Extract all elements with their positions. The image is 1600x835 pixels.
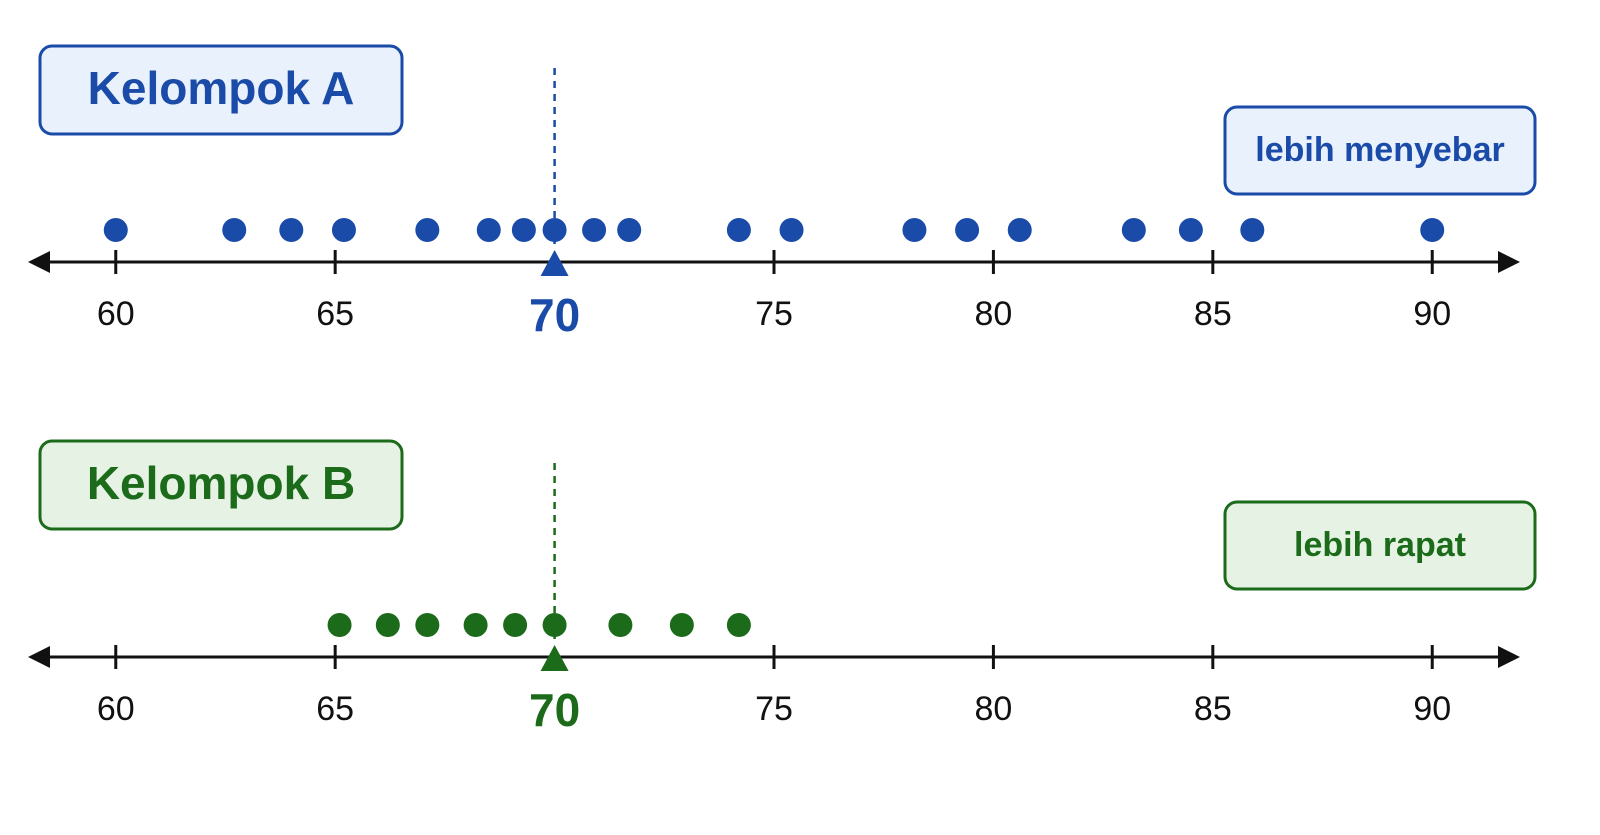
dot — [511, 218, 536, 242]
title: Kelompok B — [87, 457, 355, 509]
dot — [582, 218, 607, 242]
x-tick-label: 85 — [1194, 295, 1232, 333]
dot — [669, 613, 694, 637]
dot — [279, 218, 304, 242]
dot — [955, 218, 980, 242]
mean-label: 70 — [529, 289, 580, 341]
x-tick-label: 90 — [1413, 295, 1451, 333]
title-box — [38, 44, 404, 136]
axis-arrow — [28, 251, 50, 273]
x-tick-label: 60 — [97, 295, 135, 333]
dot — [463, 613, 488, 637]
annotation: lebih rapat — [1294, 526, 1466, 564]
x-tick-label: 90 — [1413, 690, 1451, 728]
title: Kelompok A — [88, 62, 355, 114]
x-tick-label: 60 — [97, 690, 135, 728]
dot — [503, 613, 528, 637]
x-tick-label: 75 — [755, 690, 793, 728]
dot — [1007, 218, 1032, 242]
dot — [726, 218, 751, 242]
mean-label: 70 — [529, 684, 580, 736]
dot — [476, 218, 501, 242]
x-tick-label: 65 — [316, 295, 354, 333]
dot — [415, 218, 440, 242]
mean-marker — [540, 250, 569, 276]
x-tick-label: 75 — [755, 295, 793, 333]
x-tick-label: 80 — [974, 690, 1012, 728]
dot — [542, 218, 567, 242]
annotation-box — [1223, 500, 1537, 591]
dot — [902, 218, 927, 242]
axis-arrow — [28, 646, 50, 668]
x-tick-label: 85 — [1194, 690, 1232, 728]
annotation: lebih menyebar — [1255, 131, 1504, 169]
dot — [415, 613, 440, 637]
dot — [331, 218, 356, 242]
dot — [617, 218, 642, 242]
dot — [1420, 218, 1445, 242]
axis-arrow — [1498, 251, 1520, 273]
dot — [375, 613, 400, 637]
dot — [103, 218, 128, 242]
x-tick-label: 65 — [316, 690, 354, 728]
dot — [1240, 218, 1265, 242]
mean-marker — [540, 645, 569, 671]
dot — [1121, 218, 1146, 242]
dot — [222, 218, 247, 242]
dot — [1178, 218, 1203, 242]
dot — [327, 613, 352, 637]
dot — [542, 613, 567, 637]
axis-arrow — [1498, 646, 1520, 668]
annotation-box — [1223, 105, 1537, 196]
dot — [608, 613, 633, 637]
x-tick-label: 80 — [974, 295, 1012, 333]
dot — [779, 218, 804, 242]
dot — [726, 613, 751, 637]
title-box — [38, 439, 404, 531]
